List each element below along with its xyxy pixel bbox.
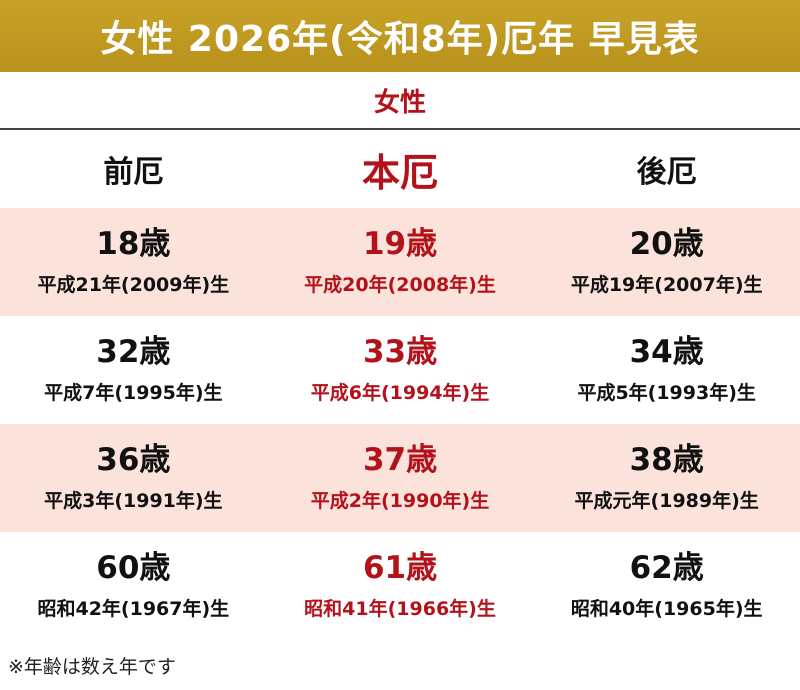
birth-year: 平成20年(2008年)生 — [304, 274, 496, 296]
birth-year: 平成6年(1994年)生 — [310, 382, 490, 404]
column-header-row: 前厄 本厄 後厄 — [0, 130, 800, 208]
age-value: 37歳 — [362, 442, 438, 478]
birth-year: 昭和41年(1966年)生 — [304, 598, 496, 620]
table-cell-honyaku: 33歳 平成6年(1994年)生 — [267, 316, 534, 424]
birth-year: 平成2年(1990年)生 — [310, 490, 490, 512]
table-cell-honyaku: 19歳 平成20年(2008年)生 — [267, 208, 534, 316]
age-value: 60歳 — [96, 550, 171, 586]
page-title: 女性 2026年(令和8年)厄年 早見表 — [0, 0, 800, 72]
column-header-atoyaku: 後厄 — [636, 155, 697, 190]
table-cell-maeyaku: 32歳 平成7年(1995年)生 — [0, 316, 267, 424]
divider — [0, 128, 800, 130]
birth-year: 平成5年(1993年)生 — [577, 382, 756, 404]
age-value: 34歳 — [629, 334, 704, 370]
age-value: 36歳 — [96, 442, 171, 478]
table-cell-maeyaku: 60歳 昭和42年(1967年)生 — [0, 532, 267, 640]
table-cell-atoyaku: 34歳 平成5年(1993年)生 — [533, 316, 800, 424]
age-value: 19歳 — [362, 226, 438, 262]
column-header-maeyaku: 前厄 — [103, 155, 164, 190]
column-header-honyaku: 本厄 — [362, 150, 439, 195]
age-value: 62歳 — [629, 550, 704, 586]
birth-year: 平成7年(1995年)生 — [44, 382, 223, 404]
birth-year: 平成元年(1989年)生 — [574, 490, 759, 512]
age-value: 32歳 — [96, 334, 171, 370]
table-cell-maeyaku: 18歳 平成21年(2009年)生 — [0, 208, 267, 316]
age-value: 38歳 — [629, 442, 704, 478]
table-row: 18歳 平成21年(2009年)生 19歳 平成20年(2008年)生 20歳 … — [0, 208, 800, 316]
table-row: 32歳 平成7年(1995年)生 33歳 平成6年(1994年)生 34歳 平成… — [0, 316, 800, 424]
table-cell-atoyaku: 38歳 平成元年(1989年)生 — [533, 424, 800, 532]
birth-year: 昭和42年(1967年)生 — [37, 598, 230, 620]
birth-year: 平成19年(2007年)生 — [570, 274, 763, 296]
table-cell-atoyaku: 20歳 平成19年(2007年)生 — [533, 208, 800, 316]
birth-year: 平成21年(2009年)生 — [37, 274, 230, 296]
birth-year: 平成3年(1991年)生 — [44, 490, 223, 512]
age-value: 33歳 — [362, 334, 438, 370]
birth-year: 昭和40年(1965年)生 — [570, 598, 763, 620]
age-value: 20歳 — [629, 226, 704, 262]
age-value: 18歳 — [96, 226, 171, 262]
table-cell-atoyaku: 62歳 昭和40年(1965年)生 — [533, 532, 800, 640]
table-row: 60歳 昭和42年(1967年)生 61歳 昭和41年(1966年)生 62歳 … — [0, 532, 800, 640]
gender-label: 女性 — [373, 87, 426, 118]
table-cell-honyaku: 61歳 昭和41年(1966年)生 — [267, 532, 534, 640]
table-row: 36歳 平成3年(1991年)生 37歳 平成2年(1990年)生 38歳 平成… — [0, 424, 800, 532]
table-cell-honyaku: 37歳 平成2年(1990年)生 — [267, 424, 534, 532]
footnote: ※年齢は数え年です — [8, 656, 176, 678]
table-cell-maeyaku: 36歳 平成3年(1991年)生 — [0, 424, 267, 532]
age-value: 61歳 — [362, 550, 438, 586]
